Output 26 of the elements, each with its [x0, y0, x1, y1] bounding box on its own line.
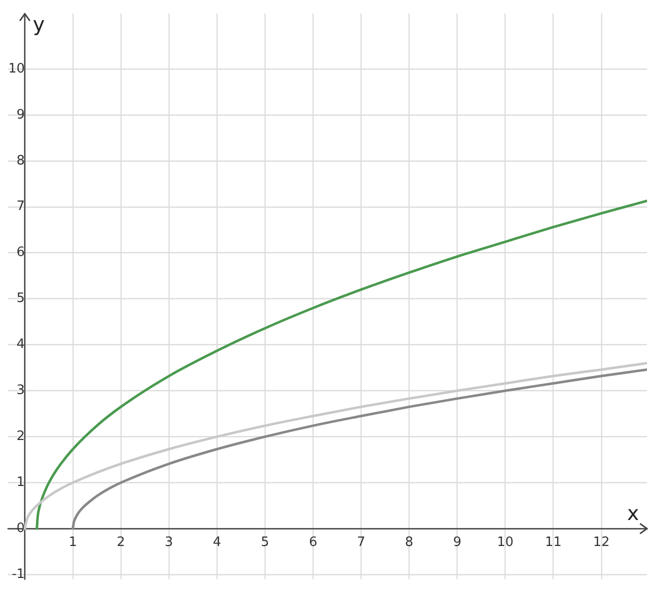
x-tick-label: 11: [545, 534, 562, 550]
y-tick-label: 5: [16, 291, 25, 306]
x-tick-label: 5: [260, 534, 270, 550]
x-tick-label: 4: [212, 534, 222, 550]
line-series: [36, 200, 647, 530]
x-tick-label: 9: [453, 534, 462, 550]
x-axis-title: x: [627, 500, 640, 525]
y-tick-label: 3: [16, 383, 25, 398]
y-tick-label: 4: [16, 337, 25, 352]
y-tick-label: 7: [16, 199, 25, 214]
x-tick-label: 12: [593, 534, 610, 550]
y-tick-label: 2: [16, 429, 25, 444]
x-tick-label: 7: [356, 534, 366, 550]
x-tick-label: 2: [116, 534, 126, 550]
x-tick-label: 1: [68, 534, 77, 550]
y-axis-title: y: [32, 12, 45, 36]
x-tick-label: 6: [308, 534, 318, 550]
y-tick-label: 10: [8, 61, 25, 76]
x-tick-label: 3: [164, 534, 174, 550]
y-tick-label: 9: [16, 107, 25, 122]
y-tick-label: -1: [12, 566, 25, 582]
x-tick-label: 8: [405, 534, 414, 550]
y-tick-label: 8: [16, 153, 25, 168]
y-tick-label: 6: [16, 245, 25, 260]
x-tick-label: 10: [496, 534, 514, 550]
y-tick-label: 1: [16, 475, 25, 490]
